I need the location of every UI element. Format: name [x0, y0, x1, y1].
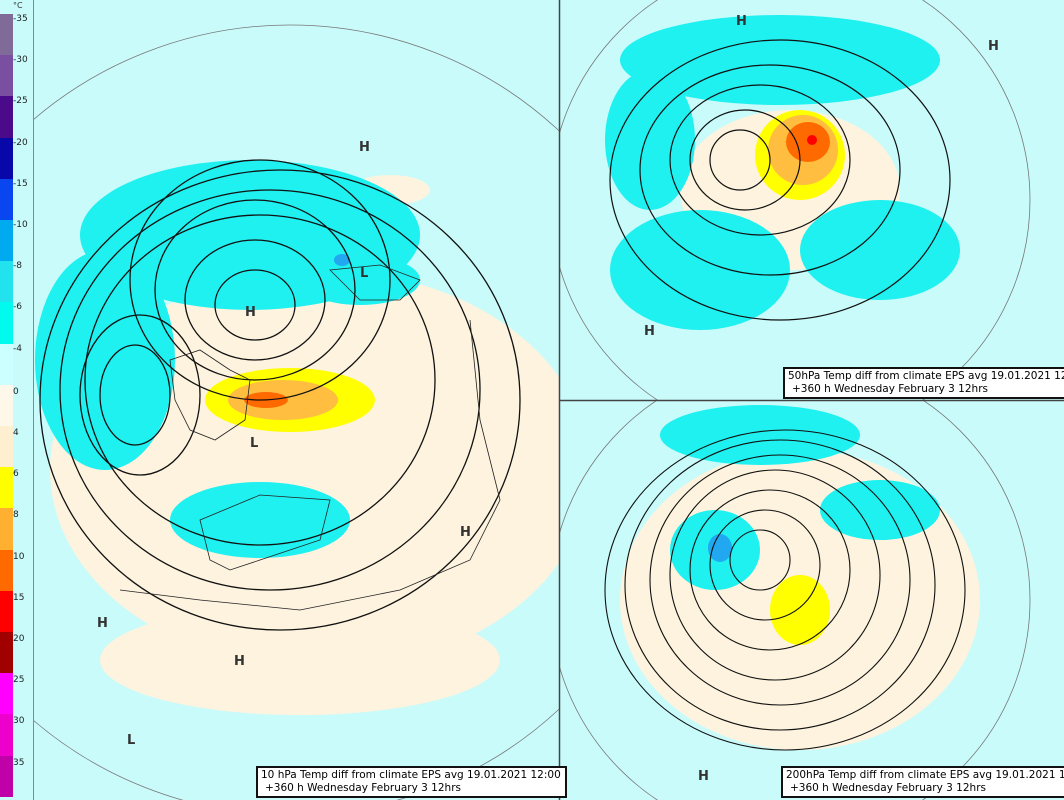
legend-tick-label: 35 — [13, 757, 25, 768]
color-legend: °C -35 -30 -25 -20 -15 -10 -8 -6 -4 0 4 6 8 10 15 20 25 3… — [0, 0, 34, 800]
caption-valid-time: +360 h Wednesday February 3 12hrs — [792, 383, 988, 395]
legend-tick-label: -10 — [13, 220, 28, 230]
caption-10hpa: 10 hPa Temp diff from climate EPS avg 19… — [256, 766, 567, 798]
pressure-label: H — [245, 305, 256, 320]
legend-tick-label: 8 — [13, 510, 19, 521]
legend-tick-label: -25 — [13, 96, 28, 107]
legend-tick-label: 4 — [13, 428, 19, 438]
pressure-label: H — [736, 14, 747, 29]
legend-color-band — [0, 714, 13, 756]
legend-color-band — [0, 467, 13, 509]
map-50hpa — [560, 0, 1064, 400]
pressure-label: H — [988, 39, 999, 54]
pressure-label: H — [644, 324, 655, 339]
pressure-label: L — [360, 266, 369, 281]
legend-color-band — [0, 220, 13, 262]
pressure-label: L — [250, 436, 259, 451]
legend-tick-label: 25 — [13, 675, 25, 686]
caption-valid-time: +360 h Wednesday February 3 12hrs — [265, 782, 461, 794]
legend-tick-label: -4 — [13, 343, 22, 354]
legend-color-band — [0, 178, 13, 220]
legend-color-band — [0, 673, 13, 715]
legend-color-band — [0, 55, 13, 97]
pressure-label: H — [359, 140, 370, 155]
map-10hpa — [33, 24, 559, 800]
legend-color-band — [0, 426, 13, 468]
legend-color-band — [0, 549, 13, 591]
pressure-label: H — [460, 525, 471, 540]
legend-tick-label: -35 — [13, 14, 28, 24]
caption-title: 10 hPa Temp diff from climate EPS avg 19… — [261, 769, 561, 781]
legend-color-band — [0, 755, 13, 797]
legend-tick-label: 20 — [13, 634, 25, 644]
legend-tick-label: -6 — [13, 302, 22, 313]
legend-color-band — [0, 343, 13, 385]
legend-color-band — [0, 590, 13, 632]
legend-unit: °C — [13, 1, 23, 10]
caption-50hpa: 50hPa Temp diff from climate EPS avg 19.… — [783, 367, 1064, 399]
map-200hpa — [560, 401, 1064, 800]
legend-tick-label: -20 — [13, 137, 28, 148]
legend-tick-label: 30 — [13, 716, 25, 727]
pressure-label: H — [234, 654, 245, 669]
legend-color-band — [0, 96, 13, 138]
caption-title: 200hPa Temp diff from climate EPS avg 19… — [786, 769, 1064, 781]
pressure-label: H — [698, 769, 709, 784]
pressure-label: L — [127, 733, 136, 748]
legend-color-band — [0, 14, 13, 56]
caption-valid-time: +360 h Wednesday February 3 12hrs — [790, 782, 986, 794]
caption-title: 50hPa Temp diff from climate EPS avg 19.… — [788, 370, 1064, 382]
caption-200hpa: 200hPa Temp diff from climate EPS avg 19… — [781, 766, 1064, 798]
coastlines — [119, 264, 501, 611]
legend-color-band — [0, 261, 13, 303]
legend-color-band — [0, 508, 13, 550]
legend-tick-label: 15 — [13, 592, 25, 603]
legend-color-band — [0, 632, 13, 674]
legend-tick-label: -30 — [13, 55, 28, 66]
legend-color-band — [0, 137, 13, 179]
legend-tick-label: 6 — [13, 469, 19, 480]
pressure-label: H — [97, 616, 108, 631]
legend-color-band — [0, 302, 13, 344]
legend-tick-label: -15 — [13, 178, 28, 189]
legend-tick-label: -8 — [13, 261, 22, 272]
legend-tick-label: 0 — [13, 386, 19, 397]
geopotential-contours — [39, 159, 521, 631]
legend-color-band — [0, 384, 13, 426]
legend-tick-label: 10 — [13, 551, 25, 562]
